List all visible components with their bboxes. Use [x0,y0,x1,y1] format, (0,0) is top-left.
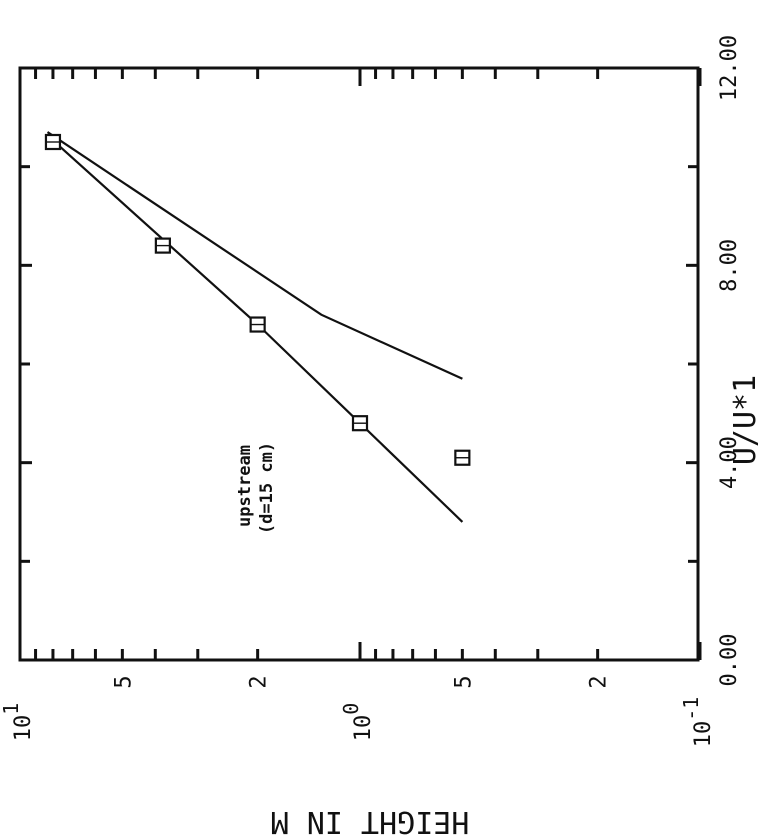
y-decade-tick-label: 101 [0,703,36,742]
x-tick-label: 0.00 [717,634,742,687]
y-decade-label-text: 10-1 [679,697,716,748]
x-tick-label: 8.00 [717,239,742,292]
fit-line-1 [48,136,464,523]
y-decade-label-text: 100 [339,703,376,742]
tick-marks [18,66,702,662]
x-tick-label: 12.00 [717,35,742,101]
annotation-line-1: upstream [235,445,255,527]
annotation-line-2: (d=15 cm) [257,442,277,534]
y-minor-tick-label: 2 [587,675,612,688]
fit-lines [46,131,464,523]
y-decade-tick-labels: 101 100 10-1 [0,697,716,748]
data-markers [44,133,471,466]
y-minor-tick-label: 5 [451,675,476,688]
y-decade-tick-label: 10-1 [679,697,716,748]
x-axis-title: U/U*1 [728,375,763,465]
plot-frame [18,66,700,662]
y-axis-title: HEIGHT IN M [271,804,470,835]
fit-line-2 [46,131,463,380]
y-minor-tick-label: 5 [111,675,136,688]
x-tick-label: 4.00 [717,436,742,489]
x-tick-labels: 0.00 4.00 8.00 12.00 [717,35,742,687]
y-decade-tick-label: 100 [339,703,376,742]
y-minor-tick-labels: 5 2 5 2 [111,675,611,688]
y-decade-label-text: 101 [0,703,36,742]
y-minor-tick-label: 2 [247,675,272,688]
